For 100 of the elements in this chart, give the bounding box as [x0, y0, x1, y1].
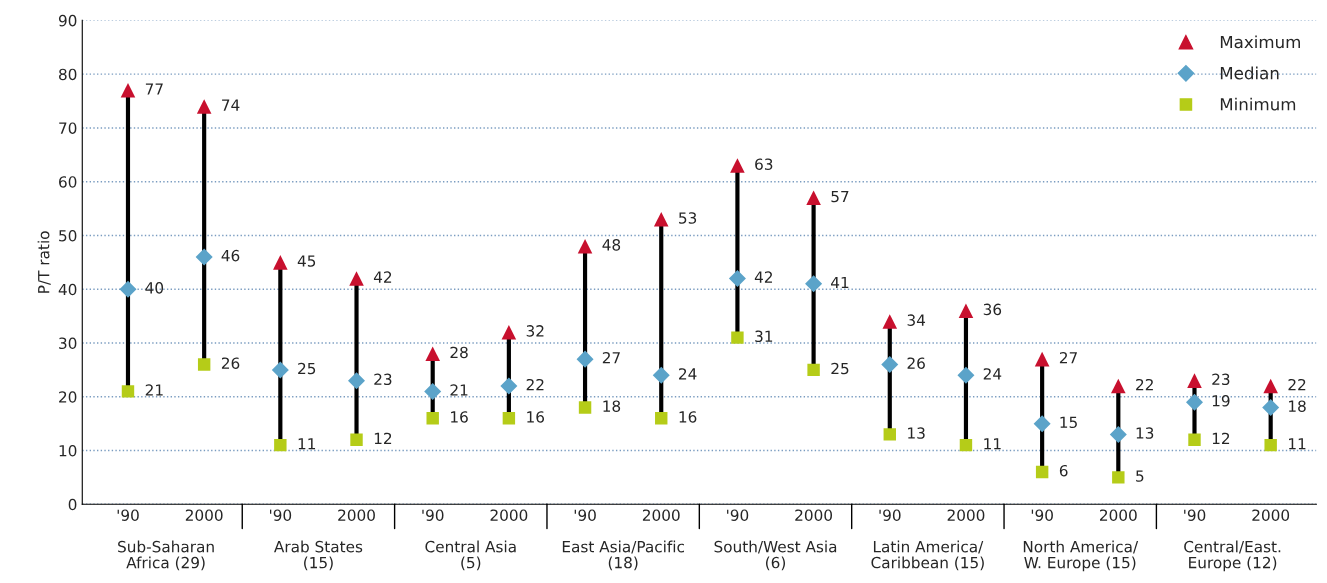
data-label: 16: [451, 411, 468, 423]
text: Central Asia (5): [425, 540, 516, 571]
point: [577, 238, 593, 254]
data-label: 21: [145, 384, 163, 396]
point: [348, 372, 366, 390]
y-tick-label: 0: [68, 498, 77, 511]
data-label: 57: [831, 190, 849, 203]
point: [196, 99, 212, 114]
data-label: 27: [1059, 352, 1077, 364]
point: [805, 275, 823, 293]
data-label: 53: [679, 212, 697, 224]
text: East Asia/Pacific (18): [562, 540, 684, 571]
y-tick-label: 40: [58, 283, 77, 296]
data-label: 28: [450, 346, 468, 359]
point: [121, 385, 135, 398]
point: [731, 331, 744, 344]
x-tick-label: 2000: [490, 509, 528, 521]
y-axis-title: P/T ratio: [37, 231, 51, 293]
data-label: 63: [755, 158, 773, 170]
point: [501, 324, 517, 340]
x-tick-label: '90: [117, 509, 139, 521]
point: [730, 158, 745, 173]
point: [424, 382, 442, 400]
y-tick-label: 90: [58, 14, 77, 27]
point: [1187, 373, 1202, 388]
x-tick-label: '90: [879, 509, 901, 521]
point: [120, 83, 136, 98]
point: [1264, 438, 1277, 452]
data-label: 26: [221, 357, 240, 369]
point: [882, 314, 898, 329]
data-label: 21: [450, 384, 468, 396]
point: [1034, 351, 1050, 367]
point: [576, 350, 594, 368]
point: [958, 303, 974, 319]
data-label: 15: [1060, 416, 1077, 429]
x-tick-label: '90: [269, 509, 292, 521]
legend-label: Median: [1220, 66, 1279, 80]
data-label: 6: [1059, 464, 1068, 477]
data-label: 16: [679, 411, 697, 423]
point: [197, 358, 211, 371]
data-label: 19: [1212, 395, 1230, 407]
point: [271, 361, 289, 379]
text: Arab States (15): [274, 540, 363, 571]
point: [1033, 415, 1051, 433]
point: [1263, 378, 1278, 394]
x-tick-label: 2000: [642, 509, 680, 521]
data-label: 25: [831, 362, 849, 375]
data-label: 22: [526, 378, 544, 391]
point: [1185, 393, 1203, 411]
point: [349, 271, 364, 286]
y-tick-label: 80: [59, 68, 77, 81]
y-tick-label: 60: [59, 176, 77, 188]
data-label: 12: [374, 432, 392, 444]
point: [350, 433, 363, 446]
data-label: 34: [907, 314, 926, 326]
data-label: 5: [1136, 470, 1144, 482]
y-tick-label: 70: [59, 122, 77, 134]
point: [807, 363, 820, 377]
data-label: 11: [1289, 438, 1306, 450]
data-label: 13: [908, 427, 925, 439]
x-tick-label: '90: [727, 509, 749, 521]
point: [1188, 433, 1201, 446]
data-label: 45: [297, 255, 316, 267]
data-label: 27: [602, 352, 620, 364]
x-tick-label: '90: [574, 509, 596, 521]
data-label: 24: [983, 368, 1002, 380]
y-tick-label: 20: [59, 391, 77, 403]
data-label: 23: [1212, 373, 1230, 386]
point: [273, 255, 288, 270]
data-label: 41: [831, 276, 849, 289]
data-label: 42: [373, 271, 392, 283]
data-label: 22: [1136, 378, 1153, 391]
y-tick-label: 30: [59, 337, 77, 350]
x-tick-label: 2000: [185, 509, 223, 521]
data-label: 16: [527, 411, 545, 423]
point: [578, 401, 592, 414]
point: [1109, 425, 1127, 443]
data-label: 26: [907, 357, 925, 369]
point: [653, 212, 669, 227]
x-tick-label: 2000: [947, 509, 985, 521]
data-label: 36: [983, 303, 1002, 316]
data-label: 42: [754, 271, 772, 283]
legend-label: Minimum: [1220, 97, 1296, 111]
point: [1111, 378, 1126, 394]
point: [500, 377, 518, 395]
data-label: 23: [374, 373, 392, 386]
data-label: 13: [1136, 427, 1154, 439]
point: [1262, 399, 1280, 417]
x-tick-label: 2000: [1100, 509, 1137, 521]
data-label: 12: [1212, 432, 1230, 444]
point: [806, 190, 821, 206]
data-label: 25: [298, 362, 316, 375]
point: [502, 412, 516, 425]
data-label: 48: [602, 239, 621, 251]
data-label: 77: [145, 83, 163, 95]
data-label: 18: [1289, 400, 1306, 412]
data-label: 31: [755, 330, 773, 343]
point: [652, 366, 670, 384]
point: [655, 412, 668, 425]
y-tick-label: 50: [59, 229, 77, 242]
